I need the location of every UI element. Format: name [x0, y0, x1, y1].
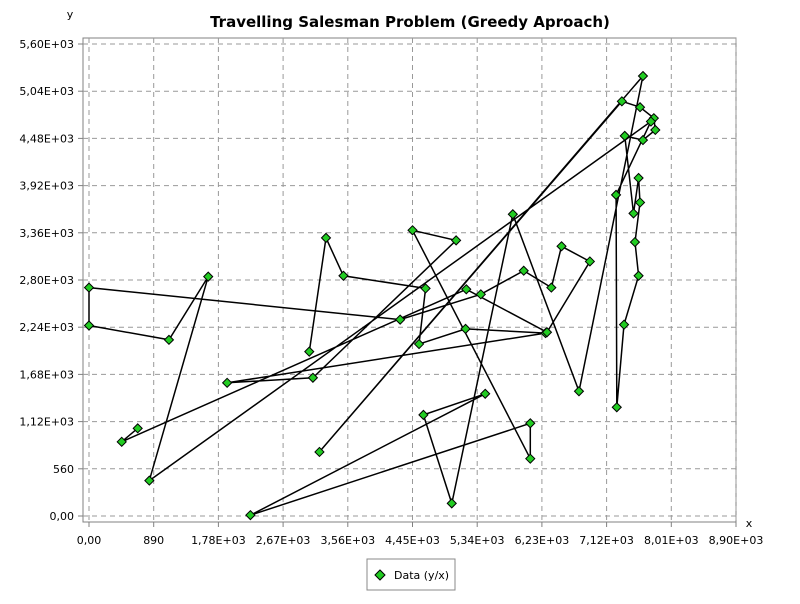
data-point	[479, 388, 491, 399]
data-point	[314, 446, 325, 458]
data-point	[616, 96, 628, 107]
x-axis-label: x	[746, 517, 753, 530]
x-tick-label: 890	[143, 534, 164, 547]
y-tick-label: 2,24E+03	[19, 321, 74, 334]
data-point	[320, 232, 332, 244]
y-tick-label: 560	[53, 463, 74, 476]
x-tick-label: 8,90E+03	[709, 534, 764, 547]
data-point	[525, 453, 536, 464]
legend: Data (y/x)	[366, 558, 456, 591]
data-point	[611, 402, 622, 413]
data-point	[610, 189, 622, 201]
data-point	[619, 130, 630, 142]
y-tick-label: 3,92E+03	[19, 180, 74, 193]
data-point	[203, 271, 214, 282]
data-point	[418, 409, 429, 421]
x-tick-label: 1,78E+03	[191, 534, 246, 547]
data-point	[584, 256, 596, 267]
chart-title: Travelling Salesman Problem (Greedy Apro…	[210, 13, 610, 31]
x-tick-label: 3,56E+03	[320, 534, 375, 547]
data-point	[221, 377, 233, 389]
data-point	[633, 270, 644, 281]
data-point	[144, 475, 155, 486]
data-point	[637, 134, 649, 146]
data-point	[475, 289, 487, 300]
data-point	[634, 197, 646, 208]
y-tick-label: 1,68E+03	[19, 368, 74, 381]
data-point	[407, 225, 418, 236]
y-tick-label: 2,80E+03	[19, 274, 74, 287]
data-point	[413, 338, 425, 350]
plot-area: 0,00 890 1,78E+03 2,67E+03 3,56E+03 4,45E+03 5…	[19, 37, 764, 547]
y-tick-label: 0,00	[50, 510, 75, 523]
x-tick-label: 6,23E+03	[515, 534, 570, 547]
y-tick-label: 3,36E+03	[19, 227, 74, 240]
data-point	[132, 423, 143, 434]
data-point	[460, 323, 471, 335]
data-point	[304, 346, 315, 357]
x-tick-label: 5,34E+03	[450, 534, 505, 547]
data-point	[634, 102, 646, 113]
data-point	[546, 282, 557, 293]
legend-label: Data (y/x)	[394, 569, 449, 582]
data-point	[645, 116, 657, 127]
data-point	[116, 436, 127, 448]
data-point	[446, 498, 457, 509]
data-point	[307, 372, 319, 383]
data-point	[507, 209, 519, 220]
data-point	[573, 386, 585, 397]
data-point	[83, 282, 95, 293]
data-point	[461, 284, 472, 295]
x-tick-label: 2,67E+03	[256, 534, 311, 547]
data-point	[541, 327, 553, 338]
data-point	[394, 314, 406, 325]
data-point	[618, 319, 630, 330]
y-tick-label: 5,60E+03	[19, 38, 74, 51]
data-point	[420, 283, 431, 294]
data-point	[525, 418, 536, 429]
data-point	[450, 235, 462, 246]
data-point	[628, 208, 639, 219]
y-tick-label: 4,48E+03	[19, 132, 74, 145]
x-tick-label: 7,12E+03	[579, 534, 634, 547]
y-tick-label: 5,04E+03	[19, 85, 74, 98]
legend-marker-icon	[374, 569, 386, 581]
y-axis-label: y	[67, 8, 74, 21]
data-point	[338, 270, 349, 281]
data-point	[245, 509, 256, 521]
data-point	[633, 172, 644, 184]
y-tick-label: 1,12E+03	[19, 416, 74, 429]
x-tick-label: 4,45E+03	[385, 534, 440, 547]
data-point	[83, 320, 95, 331]
data-point	[629, 236, 641, 248]
data-point	[163, 334, 175, 346]
data-point	[650, 124, 661, 136]
x-tick-label: 0,00	[77, 534, 102, 547]
x-tick-label: 8,01E+03	[644, 534, 699, 547]
data-point	[637, 70, 649, 82]
data-point	[518, 265, 529, 276]
data-point	[556, 241, 567, 252]
